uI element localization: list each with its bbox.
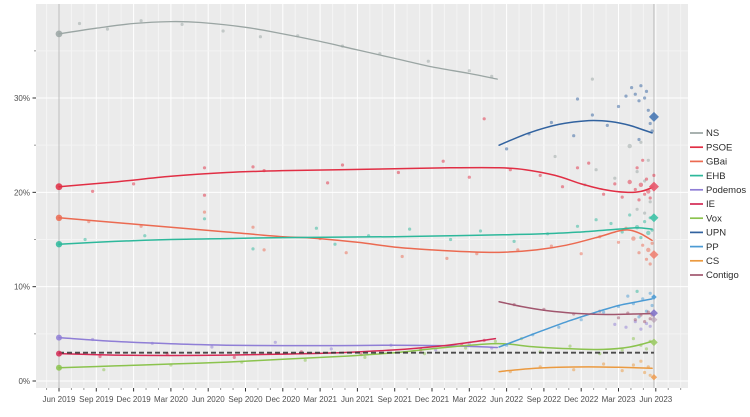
x-tick-label: Mar 2021 [303,395,337,404]
series-line-cs [498,366,653,373]
x-tick-label: Jun 2022 [490,395,523,404]
legend-label: PSOE [706,142,732,153]
legend-label: CS [706,256,719,267]
result-diamond-pp [651,294,657,300]
legend-item-ns: NS [690,128,719,139]
x-tick-label: Sep 2021 [378,395,413,404]
y-tick-label: 30% [14,94,30,103]
legend-label: IE [706,199,715,210]
x-tick-label: Dec 2019 [116,395,151,404]
series-line-upn [498,119,653,146]
start-dot-gbai [55,214,63,221]
result-diamond-upn [648,111,659,122]
legend-label: GBai [706,157,727,168]
result-diamond-psoe [648,181,659,192]
result-diamond-gbai [649,250,659,260]
start-dot-ehb [55,241,63,248]
legend-item-psoe: PSOE [690,142,732,153]
x-tick-label: Sep 2022 [527,395,562,404]
x-tick-label: Sep 2019 [79,395,114,404]
result-diamond-vox [650,338,658,347]
legend: NS PSOE GBai EHB Podemos IE Vox UPN PP CS Contigo [690,128,746,281]
x-tick-label: Jun 2021 [341,395,374,404]
legend-item-upn: UPN [690,228,726,239]
result-diamond-ehb [649,213,659,223]
series-line-contigo [498,301,653,316]
axes: Jun 2019 Sep 2019 Dec 2019 Mar 2020 Jun 2020… [14,50,682,404]
result-diamond-cs [650,374,658,381]
start-dot-ns [55,30,63,38]
x-tick-label: Dec 2021 [415,395,450,404]
legend-item-vox: Vox [690,213,722,224]
scatter-contigo [512,303,654,324]
legend-label: Podemos [706,185,746,196]
legend-item-contigo: Contigo [690,270,739,281]
y-tick-label: 10% [14,283,30,292]
start-dot-vox [56,364,62,371]
legend-label: PP [706,242,719,253]
y-tick-label: 20% [14,188,30,197]
scatter-psoe [91,117,656,202]
x-tick-label: Jun 2023 [639,395,672,404]
legend-item-podemos: Podemos [690,185,746,196]
legend-item-ie: IE [690,199,715,210]
legend-item-cs: CS [690,256,719,267]
series-line-psoe [58,166,653,194]
x-tick-label: Jun 2020 [192,395,225,404]
x-tick-label: Jun 2019 [43,395,76,404]
x-tick-label: Sep 2020 [228,395,263,404]
legend-label: EHB [706,171,726,182]
result-diamond-contigo [649,309,658,318]
series-line-ehb [58,226,653,245]
start-dot-ie [56,350,62,357]
start-dot-podemos [56,334,62,341]
series-line-ns [58,20,498,80]
x-tick-label: Dec 2022 [564,395,599,404]
legend-label: NS [706,128,719,139]
y-tick-label: 0% [18,377,30,386]
series-line-gbai [58,217,653,254]
x-tick-label: Mar 2023 [602,395,636,404]
x-tick-label: Mar 2020 [154,395,188,404]
legend-item-ehb: EHB [690,171,726,182]
legend-item-gbai: GBai [690,157,727,168]
scatter-upn [505,84,654,151]
legend-label: Contigo [706,270,739,281]
grid [36,4,688,388]
legend-item-pp: PP [690,242,719,253]
series-line-vox [58,340,653,369]
x-tick-label: Mar 2022 [452,395,486,404]
legend-label: UPN [706,228,726,239]
legend-label: Vox [706,213,722,224]
start-dot-psoe [55,183,63,191]
series-line-pp [498,298,653,348]
result-diamond-podemos [650,316,658,324]
x-tick-label: Dec 2020 [266,395,301,404]
chart-panel [36,4,688,388]
